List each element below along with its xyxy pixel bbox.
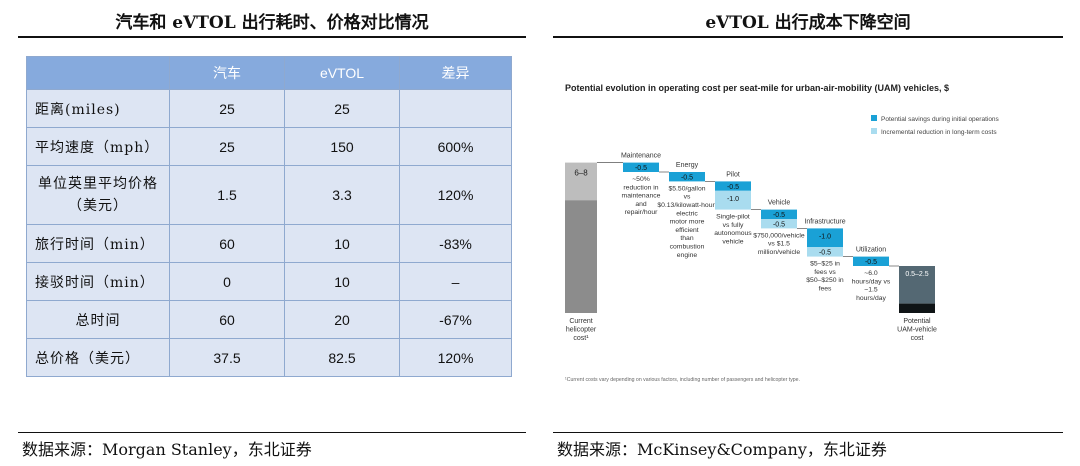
header-diff: 差异 xyxy=(399,56,512,90)
legend-label-longterm: Incremental reduction in long-term costs xyxy=(881,129,997,136)
cell-car: 60 xyxy=(169,300,285,339)
row-label: 旅行时间（min） xyxy=(26,224,170,263)
table-row: 单位英里平均价格（美元） 1.5 3.3 120% xyxy=(26,165,512,225)
step-note: $5–$25 in fees vs $50–$250 in fees xyxy=(806,261,844,293)
step-note: ~6.0 hours/day vs ~1.5 hours/day xyxy=(852,270,891,302)
bar-start-value: 6–8 xyxy=(574,169,588,178)
waterfall-chart: Potential evolution in operating cost pe… xyxy=(565,83,1000,383)
chart-title: Potential evolution in operating cost pe… xyxy=(565,83,949,93)
left-source-rule xyxy=(18,432,526,433)
cell-evtol: 150 xyxy=(284,127,400,166)
bar-initial-savings xyxy=(623,162,659,172)
legend-swatch-initial xyxy=(871,115,877,121)
bar-longterm-value: -0.5 xyxy=(819,250,831,257)
legend-swatch-longterm xyxy=(871,128,877,134)
legend-label-initial: Potential savings during initial operati… xyxy=(881,116,1000,123)
step-category-label: Pilot xyxy=(726,171,740,178)
table-row: 接驳时间（min） 0 10 – xyxy=(26,262,512,301)
right-title-rule xyxy=(553,36,1063,38)
table-row: 距离(miles) 25 25 xyxy=(26,89,512,128)
bar-longterm-value: -1.0 xyxy=(727,196,739,203)
right-source: 数据来源：McKinsey&Company，东北证券 xyxy=(557,440,887,459)
bar-longterm-savings xyxy=(761,219,797,229)
row-label: 接驳时间（min） xyxy=(26,262,170,301)
cell-evtol: 10 xyxy=(284,262,400,301)
bar-longterm-savings xyxy=(807,247,843,257)
cell-car: 0 xyxy=(169,262,285,301)
bar-initial-value: -1.0 xyxy=(819,233,831,240)
bar-initial-savings xyxy=(669,172,705,182)
row-label: 单位英里平均价格（美元） xyxy=(26,165,170,225)
step-note: $5.50/gallon vs $0.13/kilowatt-hour; electr… xyxy=(657,185,716,258)
row-label: 总价格（美元） xyxy=(26,338,170,377)
row-label: 平均速度（mph） xyxy=(26,127,170,166)
bar-initial-value: -0.5 xyxy=(865,259,877,266)
right-source-rule xyxy=(553,432,1063,433)
table-row: 总时间 60 20 -67% xyxy=(26,300,512,339)
bar-start-range xyxy=(565,162,597,201)
left-source: 数据来源：Morgan Stanley，东北证券 xyxy=(22,440,312,459)
bar-end xyxy=(899,303,935,313)
cell-diff: 120% xyxy=(399,338,512,377)
table-row: 旅行时间（min） 60 10 -83% xyxy=(26,224,512,263)
bar-initial-savings xyxy=(807,228,843,248)
right-panel: eVTOL 出行成本下降空间 Potential evolution in op… xyxy=(553,0,1063,466)
cell-diff: 120% xyxy=(399,165,512,225)
table-header-row: 汽车 eVTOL 差异 xyxy=(26,56,512,90)
cell-car: 25 xyxy=(169,127,285,166)
left-title-rule xyxy=(18,36,526,38)
bar-longterm-value: -0.5 xyxy=(773,221,785,228)
cell-evtol: 20 xyxy=(284,300,400,339)
cell-evtol: 25 xyxy=(284,89,400,128)
row-label: 总时间 xyxy=(26,300,170,339)
step-note: ~50% reduction in maintenance and repair/hou… xyxy=(622,176,661,216)
chart-footnote: ¹Current costs vary depending on various… xyxy=(565,377,800,383)
table-row: 总价格（美元） 37.5 82.5 120% xyxy=(26,338,512,377)
left-panel-title: 汽车和 eVTOL 出行耗时、价格对比情况 xyxy=(115,13,429,33)
cell-car: 25 xyxy=(169,89,285,128)
bar-start xyxy=(565,200,597,313)
cell-diff xyxy=(399,89,512,128)
bar-end-label: Potential UAM-vehicle cost xyxy=(897,318,937,342)
cell-car: 37.5 xyxy=(169,338,285,377)
bar-initial-value: -0.5 xyxy=(681,174,693,181)
cell-diff: -67% xyxy=(399,300,512,339)
cell-car: 1.5 xyxy=(169,165,285,225)
header-evtol: eVTOL xyxy=(284,56,400,90)
step-note: Single-pilot vs fully autonomous vehicle xyxy=(714,214,752,246)
bar-initial-savings xyxy=(761,209,797,219)
header-empty xyxy=(26,56,170,90)
right-panel-title: eVTOL 出行成本下降空间 xyxy=(705,13,911,33)
bar-initial-value: -0.5 xyxy=(635,165,647,172)
cell-evtol: 3.3 xyxy=(284,165,400,225)
row-label: 距离(miles) xyxy=(26,89,170,128)
step-category-label: Energy xyxy=(676,162,699,169)
step-note: $750,000/vehicle vs $1.5 million/vehicle xyxy=(753,232,805,256)
bar-end-value: 0.5–2.5 xyxy=(905,271,928,278)
bar-start-label: Current helicopter cost¹ xyxy=(566,318,597,342)
bar-end-range xyxy=(899,266,935,304)
cell-evtol: 10 xyxy=(284,224,400,263)
comparison-table: 汽车 eVTOL 差异 距离(miles) 25 25 平均速度（mph） 25… xyxy=(26,56,512,377)
bar-initial-value: -0.5 xyxy=(727,184,739,191)
cell-diff: -83% xyxy=(399,224,512,263)
step-category-label: Infrastructure xyxy=(804,218,845,225)
step-category-label: Maintenance xyxy=(621,153,661,160)
bar-longterm-savings xyxy=(715,190,751,210)
bar-initial-savings xyxy=(853,256,889,266)
step-category-label: Vehicle xyxy=(768,200,791,207)
bar-initial-savings xyxy=(715,181,751,191)
bar-initial-value: -0.5 xyxy=(773,212,785,219)
cell-diff: 600% xyxy=(399,127,512,166)
cell-car: 60 xyxy=(169,224,285,263)
cell-diff: – xyxy=(399,262,512,301)
step-category-label: Utilization xyxy=(856,247,886,254)
header-car: 汽车 xyxy=(169,56,285,90)
left-panel: 汽车和 eVTOL 出行耗时、价格对比情况 汽车 eVTOL 差异 距离(mil… xyxy=(18,0,526,466)
table-row: 平均速度（mph） 25 150 600% xyxy=(26,127,512,166)
cell-evtol: 82.5 xyxy=(284,338,400,377)
